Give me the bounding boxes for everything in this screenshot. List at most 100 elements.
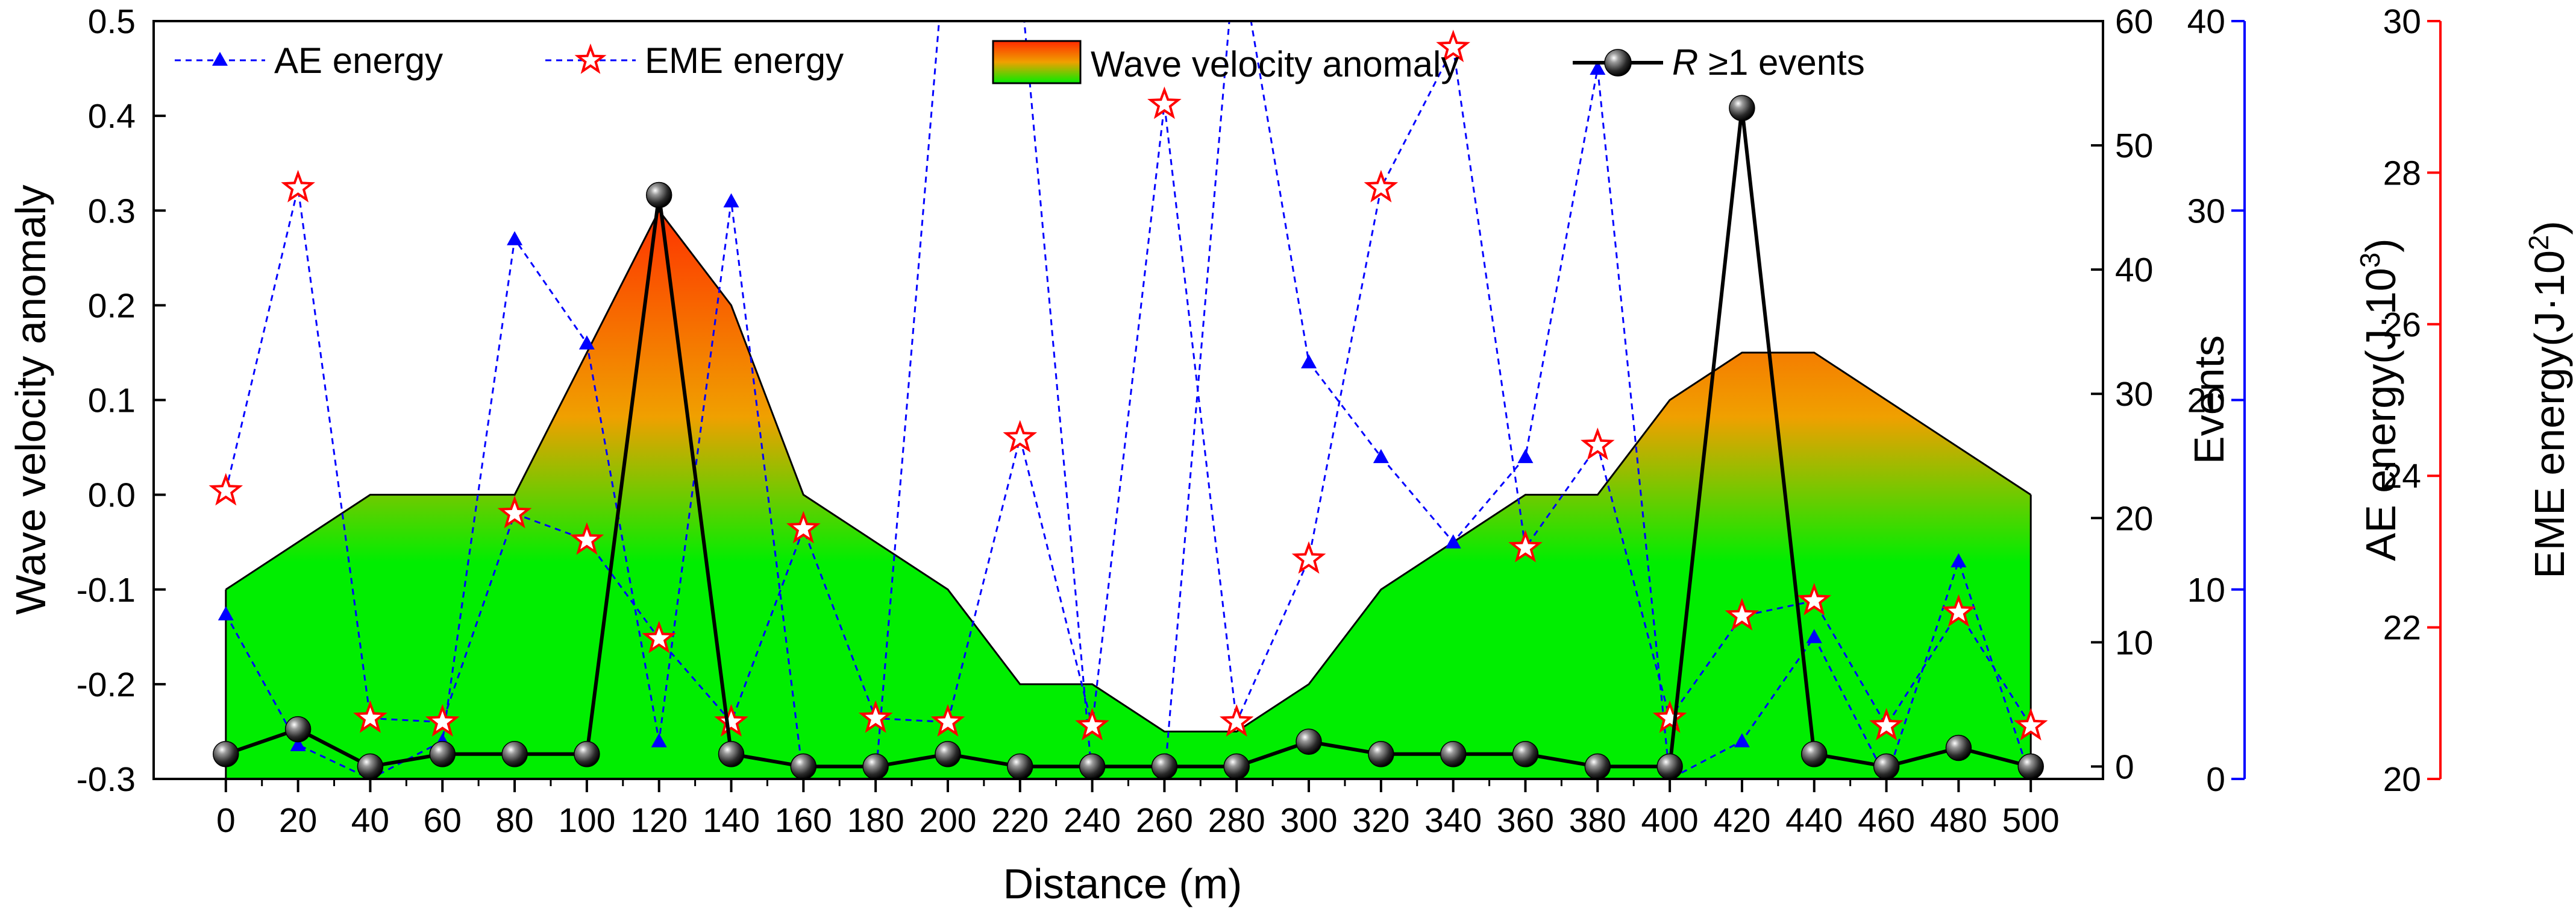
events-point: [501, 741, 528, 767]
ae-axis: 0 10 20 30 40: [2187, 2, 2246, 799]
left-axis-title: Wave velocity anomaly: [7, 184, 54, 614]
x-tick-label: 240: [1064, 801, 1121, 840]
events-point: [935, 741, 961, 767]
x-axis-title: Distance (m): [1003, 860, 1243, 907]
events-point: [1873, 753, 1900, 780]
legend-events-marker: [1604, 49, 1632, 77]
ae-tick-label: 10: [2187, 571, 2225, 610]
x-tick-label: 160: [775, 801, 832, 840]
events-point: [2017, 753, 2044, 780]
eme-axis-title: EME energy(J·102): [2523, 221, 2573, 579]
ae-energy-point: [1517, 449, 1534, 464]
legend-eme-label: EME energy: [645, 40, 844, 81]
events-point: [790, 753, 817, 780]
ae-energy-point: [1445, 534, 1461, 549]
eme-energy-point: [1581, 427, 1615, 460]
x-tick-label: 260: [1136, 801, 1193, 840]
events-point: [1945, 734, 1972, 761]
eme-energy-point: [1291, 541, 1326, 574]
events-point: [1007, 753, 1033, 780]
ae-energy-point: [1590, 60, 1606, 75]
left-tick-label: -0.1: [77, 571, 136, 610]
legend-eme: EME energy: [545, 40, 844, 81]
x-tick-label: 500: [2002, 801, 2060, 840]
eme-energy-point: [1797, 582, 1832, 616]
left-tick-label: 0.4: [88, 97, 136, 136]
x-tick-label: 0: [216, 801, 236, 840]
ae-axis-title: AE energy(J·103): [2354, 238, 2404, 561]
ae-energy-point: [651, 733, 667, 748]
ae-energy-point: [1951, 553, 1967, 568]
eme-energy-point: [497, 496, 532, 529]
eme-energy-point: [1003, 420, 1038, 453]
eme-energy-point: [281, 169, 316, 203]
eme-energy-line: [225, 45, 2032, 728]
events-point: [1079, 753, 1106, 780]
x-tick-label: 420: [1713, 801, 1770, 840]
ae-tick-label: 30: [2187, 192, 2225, 230]
eme-energy-point: [1147, 86, 1182, 119]
x-tick-label: 340: [1424, 801, 1482, 840]
left-tick-label: -0.2: [77, 666, 136, 704]
x-tick-label: 120: [630, 801, 688, 840]
x-tick-label: 360: [1497, 801, 1554, 840]
wave-outline: [225, 209, 2032, 733]
legend-ae-marker: [212, 52, 228, 66]
events-tick-label: 10: [2115, 623, 2153, 662]
left-axis: -0.3 -0.2 -0.1 0.0 0.1 0.2 0.3 0.4 0.5: [77, 2, 166, 799]
events-point: [357, 753, 384, 780]
events-point: [429, 741, 456, 767]
x-tick-label: 220: [991, 801, 1048, 840]
eme-tick-label: 24: [2383, 457, 2421, 496]
events-point: [1368, 741, 1394, 767]
legend-ae: AE energy: [175, 40, 443, 81]
x-tick-label: 200: [919, 801, 976, 840]
x-tick-label: 400: [1641, 801, 1699, 840]
events-point: [574, 741, 600, 767]
ae-energy-point: [1301, 354, 1317, 369]
x-tick-label: 60: [424, 801, 462, 840]
ae-tick-label: 20: [2187, 382, 2225, 420]
ae-energy-point: [578, 335, 595, 350]
left-tick-label: 0.2: [88, 286, 136, 325]
eme-energy-point: [569, 522, 604, 555]
eme-energy-point: [1219, 704, 1254, 737]
eme-energy-point: [353, 700, 387, 733]
eme-energy-point: [930, 704, 965, 737]
eme-energy-layer: [208, 30, 2048, 741]
legend-events: R ≥1 events: [1573, 42, 1865, 83]
x-tick-label: 460: [1858, 801, 1915, 840]
ae-energy-point: [1373, 449, 1389, 464]
wave-area: [225, 210, 2031, 779]
left-tick-label: 0.1: [88, 382, 136, 420]
events-point: [1223, 753, 1250, 780]
legend-ae-label: AE energy: [274, 40, 443, 81]
x-tick-label: 380: [1569, 801, 1626, 840]
left-tick-label: 0.3: [88, 192, 136, 230]
events-point: [1584, 753, 1611, 780]
x-tick-label: 80: [495, 801, 533, 840]
eme-tick-label: 22: [2383, 609, 2421, 648]
eme-energy-point: [714, 704, 748, 737]
events-tick-label: 50: [2115, 127, 2153, 165]
eme-tick-label: 28: [2383, 154, 2421, 192]
eme-energy-point: [208, 473, 243, 506]
legend-wave-swatch: [992, 40, 1082, 84]
events-tick-label: 30: [2115, 375, 2153, 414]
events-tick-label: 60: [2115, 2, 2153, 41]
events-point: [1296, 728, 1322, 755]
x-tick-label: 300: [1280, 801, 1337, 840]
x-tick-label: 20: [279, 801, 317, 840]
ae-energy-point: [1806, 629, 1822, 643]
events-point: [1151, 753, 1178, 780]
ae-energy-line: [225, 21, 2032, 779]
events-point: [718, 741, 745, 767]
events-point: [213, 741, 239, 767]
ae-energy-point: [1734, 733, 1750, 748]
ae-energy-point: [507, 231, 523, 245]
events-point: [862, 753, 889, 780]
eme-tick-label: 30: [2383, 2, 2421, 41]
eme-energy-point: [1941, 594, 1976, 627]
x-axis: 0 20 40 60 80 100 120 140 160 180 200 220 240 260 280 3…: [216, 779, 2060, 840]
